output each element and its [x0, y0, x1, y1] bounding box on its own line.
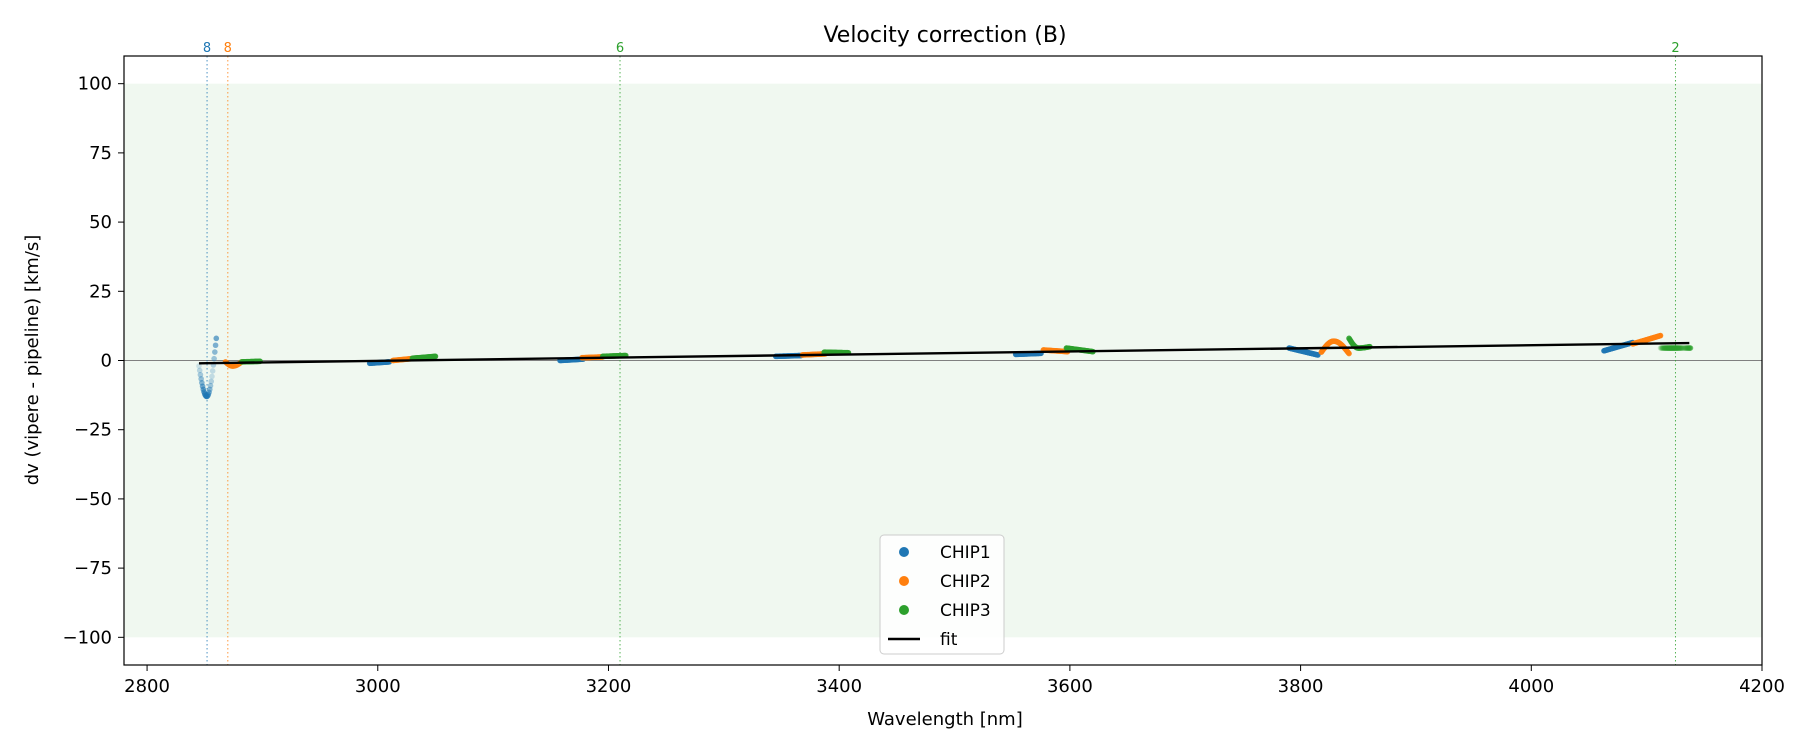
data-point	[1679, 345, 1686, 351]
y-tick-label: −50	[74, 489, 112, 510]
data-point	[206, 389, 212, 396]
legend-swatch-marker	[899, 547, 909, 557]
legend-entry-label: CHIP3	[940, 601, 991, 621]
data-point	[211, 355, 217, 362]
y-axis-ticks: 100 75 50 25 0 −25 −50 −75 −100	[63, 74, 124, 648]
data-point	[1679, 345, 1685, 351]
legend-box	[879, 534, 1005, 655]
legend-entry-label: fit	[940, 630, 958, 650]
data-point	[1677, 345, 1684, 351]
fit-line-path	[198, 341, 1690, 365]
chart-title: Velocity correction (B)	[823, 23, 1066, 48]
data-point	[196, 367, 203, 374]
legend-swatch-marker	[899, 576, 909, 586]
y-tick-label: 100	[78, 74, 112, 95]
data-point	[207, 382, 214, 389]
legend: CHIP1 CHIP2 CHIP3 fit	[879, 534, 1005, 655]
data-point	[1346, 350, 1352, 357]
data-point	[1681, 345, 1687, 351]
order-marker-label: 2	[1671, 41, 1679, 56]
data-point	[212, 342, 219, 349]
data-point	[1678, 345, 1684, 351]
data-point	[197, 371, 204, 378]
legend-swatch-marker	[899, 605, 909, 615]
data-point	[1658, 345, 1665, 351]
data-point	[209, 373, 215, 380]
y-tick-label: −100	[63, 627, 112, 648]
y-tick-label: 25	[89, 281, 112, 302]
data-point	[1657, 332, 1664, 339]
x-axis-label: Wavelength [nm]	[867, 709, 1023, 730]
y-tick-label: 0	[101, 351, 112, 372]
x-tick-label: 4200	[1739, 676, 1785, 697]
x-tick-label: 4000	[1508, 676, 1554, 697]
data-point	[1687, 345, 1694, 351]
x-tick-label: 3800	[1278, 676, 1324, 697]
data-point	[208, 378, 215, 385]
legend-entry-label: CHIP2	[940, 572, 991, 592]
y-tick-label: 75	[89, 143, 112, 164]
data-point	[209, 368, 216, 374]
data-point	[212, 349, 218, 355]
x-tick-label: 2800	[124, 676, 170, 697]
fit-line	[198, 341, 1690, 365]
y-tick-label: −75	[74, 558, 112, 579]
data-point	[1676, 345, 1682, 351]
data-point	[432, 353, 439, 360]
data-point	[1680, 345, 1687, 351]
order-marker-label: 8	[203, 41, 211, 56]
x-axis-ticks: 2800 3000 3200 3400 3600 3800 4000 4200	[124, 665, 1785, 697]
x-tick-label: 3000	[355, 676, 401, 697]
data-point	[1657, 345, 1664, 351]
x-tick-label: 3200	[586, 676, 632, 697]
data-point	[1676, 345, 1683, 351]
y-tick-label: −25	[74, 420, 112, 441]
data-point	[1675, 345, 1682, 351]
y-tick-label: 50	[89, 212, 112, 233]
data-point	[206, 386, 213, 393]
data-point	[196, 363, 202, 369]
y-axis-label: dv (vipere - pipeline) [km/s]	[22, 235, 43, 486]
data-point	[213, 335, 220, 342]
x-tick-label: 3400	[816, 676, 862, 697]
order-marker-label: 8	[224, 41, 232, 56]
x-tick-label: 3600	[1047, 676, 1093, 697]
order-marker-label: 6	[616, 41, 624, 56]
legend-entry-label: CHIP1	[940, 543, 991, 563]
